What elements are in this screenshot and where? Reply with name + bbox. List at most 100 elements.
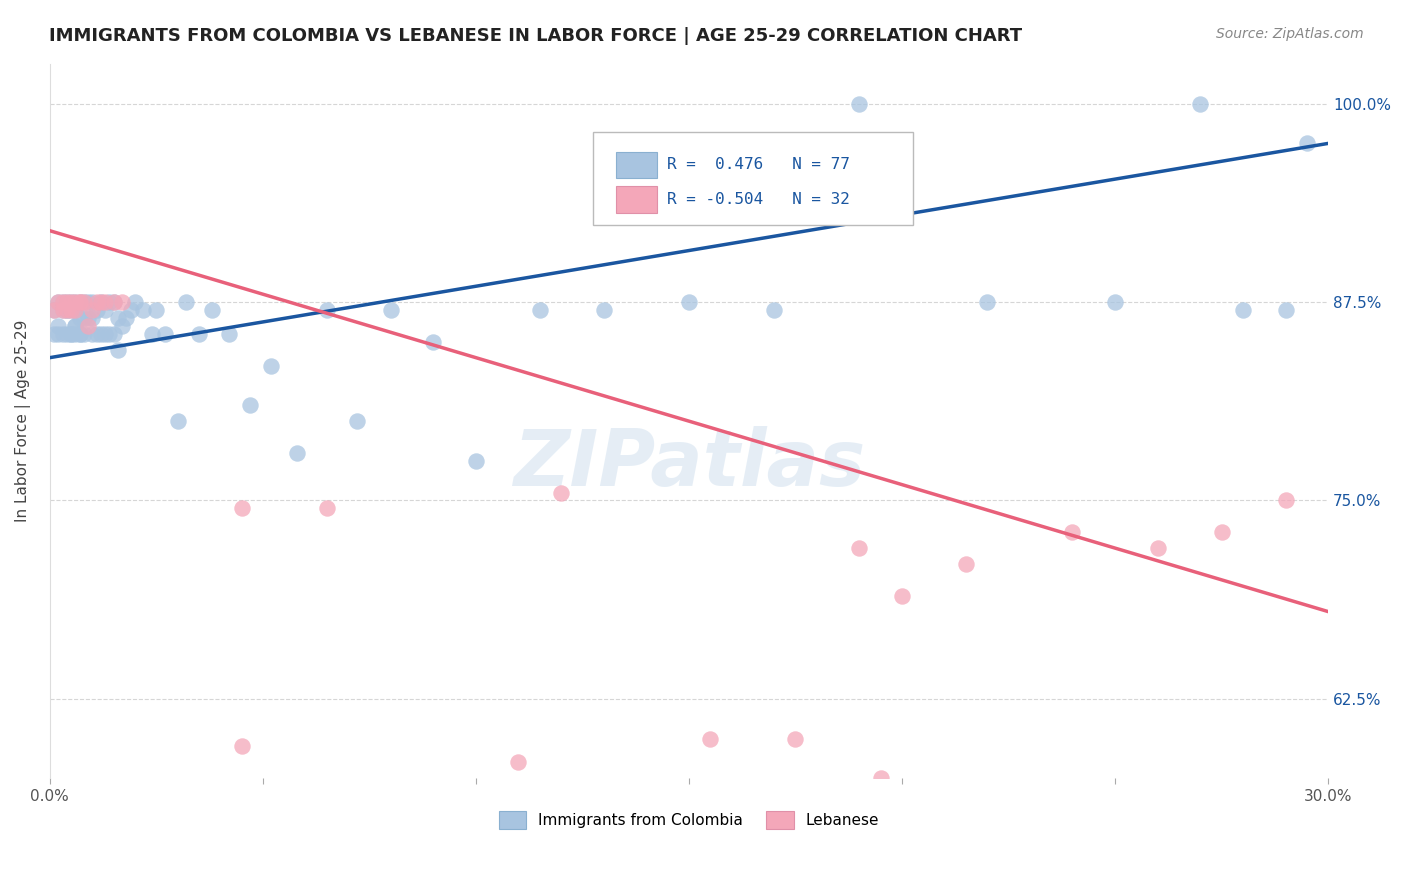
Point	[1274, 303, 1296, 318]
Point	[82, 303, 104, 318]
Point	[1104, 295, 1126, 310]
Point	[103, 326, 125, 341]
Point	[1062, 525, 1084, 540]
Point	[90, 295, 112, 310]
Point	[508, 756, 530, 770]
Point	[51, 295, 73, 310]
Point	[65, 318, 87, 333]
Point	[94, 295, 117, 310]
Point	[115, 310, 138, 325]
Point	[65, 318, 87, 333]
Point	[132, 303, 155, 318]
Point	[56, 303, 79, 318]
Point	[51, 303, 73, 318]
Point	[464, 454, 486, 468]
Point	[77, 318, 100, 333]
Point	[103, 295, 125, 310]
Point	[69, 295, 91, 310]
Point	[111, 295, 134, 310]
Point	[65, 326, 87, 341]
Point	[315, 303, 337, 318]
Point	[1274, 493, 1296, 508]
Point	[98, 326, 121, 341]
Point	[187, 326, 209, 341]
Point	[65, 295, 87, 310]
Point	[94, 303, 117, 318]
Point	[73, 295, 96, 310]
Point	[86, 303, 108, 318]
Point	[141, 326, 163, 341]
Point	[1211, 525, 1233, 540]
Point	[153, 326, 176, 341]
Point	[201, 303, 224, 318]
Point	[69, 326, 91, 341]
Point	[56, 295, 79, 310]
Point	[60, 295, 83, 310]
Point	[60, 326, 83, 341]
Point	[73, 326, 96, 341]
Point	[239, 398, 262, 412]
Point	[82, 310, 104, 325]
Point	[42, 303, 65, 318]
Text: R =  0.476   N = 77: R = 0.476 N = 77	[668, 158, 851, 172]
Point	[46, 318, 69, 333]
Point	[145, 303, 167, 318]
Point	[65, 295, 87, 310]
Point	[51, 295, 73, 310]
Point	[699, 731, 721, 746]
Point	[231, 739, 253, 754]
Legend: Immigrants from Colombia, Lebanese: Immigrants from Colombia, Lebanese	[492, 805, 886, 835]
Point	[848, 96, 870, 111]
Text: IMMIGRANTS FROM COLOMBIA VS LEBANESE IN LABOR FORCE | AGE 25-29 CORRELATION CHAR: IMMIGRANTS FROM COLOMBIA VS LEBANESE IN …	[49, 27, 1022, 45]
Point	[166, 414, 188, 428]
Text: R = -0.504   N = 32: R = -0.504 N = 32	[668, 192, 851, 207]
Point	[56, 303, 79, 318]
Point	[46, 326, 69, 341]
Point	[120, 303, 142, 318]
Point	[869, 771, 891, 785]
Point	[380, 303, 402, 318]
Point	[86, 326, 108, 341]
Point	[174, 295, 197, 310]
Point	[69, 326, 91, 341]
Point	[107, 310, 129, 325]
Point	[529, 303, 551, 318]
Point	[124, 295, 146, 310]
Point	[260, 359, 283, 373]
Point	[346, 414, 368, 428]
Point	[65, 303, 87, 318]
Point	[69, 295, 91, 310]
Point	[218, 326, 240, 341]
FancyBboxPatch shape	[616, 152, 657, 178]
Point	[891, 589, 914, 603]
Point	[550, 485, 572, 500]
Point	[107, 343, 129, 357]
Point	[69, 295, 91, 310]
Point	[46, 295, 69, 310]
Point	[94, 326, 117, 341]
Point	[1295, 136, 1317, 151]
Point	[785, 731, 807, 746]
Point	[422, 334, 444, 349]
Point	[90, 326, 112, 341]
Point	[592, 303, 614, 318]
Point	[111, 318, 134, 333]
Point	[82, 295, 104, 310]
Point	[678, 295, 700, 310]
Point	[46, 295, 69, 310]
Point	[103, 295, 125, 310]
Point	[77, 295, 100, 310]
Point	[69, 310, 91, 325]
Point	[1189, 96, 1212, 111]
Y-axis label: In Labor Force | Age 25-29: In Labor Force | Age 25-29	[15, 320, 31, 523]
Point	[86, 295, 108, 310]
Point	[82, 326, 104, 341]
Point	[56, 295, 79, 310]
Point	[60, 295, 83, 310]
Text: Source: ZipAtlas.com: Source: ZipAtlas.com	[1216, 27, 1364, 41]
Point	[285, 446, 308, 460]
FancyBboxPatch shape	[593, 132, 912, 225]
Point	[60, 303, 83, 318]
Point	[98, 295, 121, 310]
Point	[315, 501, 337, 516]
